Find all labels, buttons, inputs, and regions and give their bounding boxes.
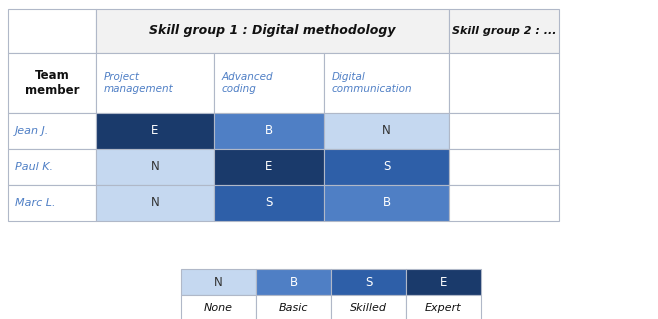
- Bar: [324, 149, 449, 185]
- Text: B: B: [382, 197, 391, 210]
- Text: S: S: [265, 197, 272, 210]
- Text: Paul K.: Paul K.: [15, 162, 53, 172]
- Text: N: N: [214, 276, 223, 288]
- Text: S: S: [383, 160, 390, 174]
- Text: Expert: Expert: [425, 303, 462, 313]
- Text: E: E: [265, 160, 272, 174]
- Bar: [181, 269, 256, 295]
- Bar: [449, 53, 559, 113]
- Text: Skilled: Skilled: [350, 303, 387, 313]
- Bar: [214, 149, 324, 185]
- Bar: [96, 149, 214, 185]
- Bar: [449, 9, 559, 53]
- Bar: [256, 269, 331, 295]
- Text: E: E: [440, 276, 447, 288]
- Text: B: B: [265, 124, 273, 137]
- Bar: [8, 185, 96, 221]
- Bar: [96, 9, 449, 53]
- Text: Basic: Basic: [279, 303, 308, 313]
- Bar: [324, 185, 449, 221]
- Text: Skill group 2 : ...: Skill group 2 : ...: [452, 26, 556, 36]
- Bar: [256, 295, 331, 319]
- Text: Jean J.: Jean J.: [15, 126, 49, 136]
- Bar: [449, 113, 559, 149]
- Bar: [214, 53, 324, 113]
- Bar: [324, 113, 449, 149]
- Bar: [406, 295, 481, 319]
- Bar: [214, 185, 324, 221]
- Text: N: N: [151, 197, 159, 210]
- Text: Project
management: Project management: [104, 72, 174, 94]
- Text: None: None: [204, 303, 233, 313]
- Bar: [331, 269, 406, 295]
- Text: E: E: [151, 124, 159, 137]
- Bar: [406, 269, 481, 295]
- Bar: [96, 113, 214, 149]
- Text: S: S: [365, 276, 372, 288]
- Text: Marc L.: Marc L.: [15, 198, 55, 208]
- Text: N: N: [151, 160, 159, 174]
- Bar: [8, 9, 96, 53]
- Text: Advanced
coding: Advanced coding: [222, 72, 274, 94]
- Bar: [214, 113, 324, 149]
- Bar: [96, 185, 214, 221]
- Text: Team
member: Team member: [25, 69, 79, 97]
- Bar: [324, 53, 449, 113]
- Bar: [181, 295, 256, 319]
- Text: Digital
communication: Digital communication: [332, 72, 413, 94]
- Bar: [449, 149, 559, 185]
- Text: N: N: [382, 124, 391, 137]
- Text: B: B: [290, 276, 297, 288]
- Text: Skill group 1 : Digital methodology: Skill group 1 : Digital methodology: [149, 25, 395, 38]
- Bar: [8, 53, 96, 113]
- Bar: [8, 113, 96, 149]
- Bar: [96, 53, 214, 113]
- Bar: [8, 149, 96, 185]
- Bar: [331, 295, 406, 319]
- Bar: [449, 185, 559, 221]
